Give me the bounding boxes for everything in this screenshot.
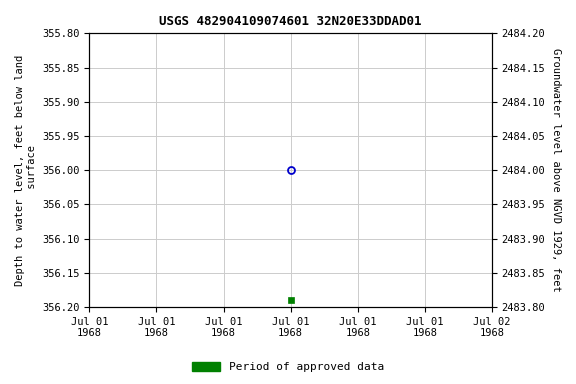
Y-axis label: Groundwater level above NGVD 1929, feet: Groundwater level above NGVD 1929, feet — [551, 48, 561, 292]
Title: USGS 482904109074601 32N20E33DDAD01: USGS 482904109074601 32N20E33DDAD01 — [160, 15, 422, 28]
Y-axis label: Depth to water level, feet below land
 surface: Depth to water level, feet below land su… — [15, 55, 37, 286]
Legend: Period of approved data: Period of approved data — [188, 357, 388, 377]
